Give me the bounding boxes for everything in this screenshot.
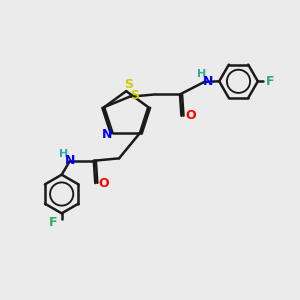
Text: N: N [203, 75, 213, 88]
Text: H: H [197, 70, 207, 80]
Text: F: F [266, 75, 275, 88]
Text: H: H [59, 149, 68, 159]
Text: S: S [124, 78, 133, 91]
Text: O: O [185, 109, 196, 122]
Text: S: S [130, 89, 139, 102]
Text: O: O [98, 176, 109, 190]
Text: F: F [49, 216, 57, 229]
Text: N: N [65, 154, 75, 167]
Text: N: N [102, 128, 112, 141]
